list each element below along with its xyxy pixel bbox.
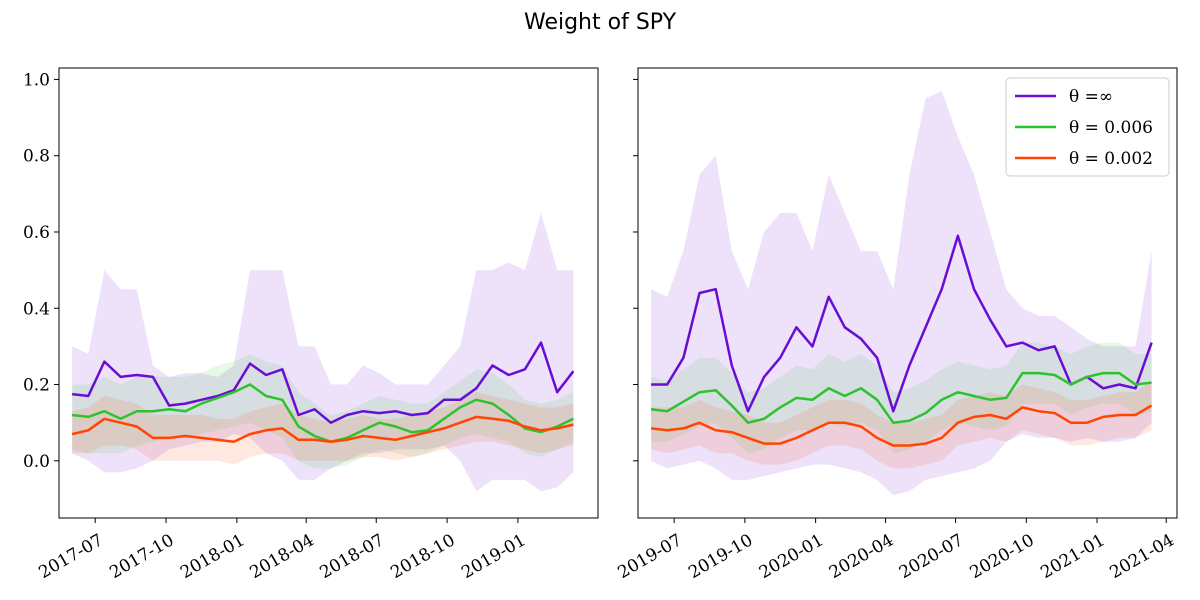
y-tick-label: 1.0 bbox=[23, 70, 50, 90]
x-tick-label: 2020-07 bbox=[896, 530, 967, 583]
band-series-0 bbox=[72, 212, 574, 492]
line-series-1 bbox=[650, 371, 1152, 424]
x-tick-label: 2018-10 bbox=[387, 530, 458, 583]
x-tick-label: 2020-10 bbox=[967, 530, 1038, 583]
legend-label: θ = 0.006 bbox=[1069, 118, 1153, 138]
axes-frame bbox=[58, 67, 599, 519]
x-tick-label: 2017-07 bbox=[36, 530, 107, 583]
x-tick-label: 2018-07 bbox=[317, 530, 388, 583]
axes-frame bbox=[637, 67, 1178, 519]
band-series-1 bbox=[72, 354, 574, 469]
x-tick-label: 2019-07 bbox=[614, 530, 685, 583]
x-tick-label: 2020-04 bbox=[826, 530, 897, 583]
x-tick-label: 2021-01 bbox=[1037, 530, 1108, 583]
y-tick-label: 0.2 bbox=[23, 376, 50, 396]
y-tick-label: 0.8 bbox=[23, 147, 50, 167]
x-tick-label: 2018-04 bbox=[246, 530, 317, 583]
legend-box bbox=[1005, 77, 1170, 177]
band-series-2 bbox=[651, 380, 1152, 469]
line-series-0 bbox=[651, 234, 1153, 413]
figure-title: Weight of SPY bbox=[524, 10, 677, 35]
legend-label: θ =∞ bbox=[1069, 87, 1113, 107]
plot-area bbox=[71, 212, 575, 492]
x-tick-label: 2020-01 bbox=[756, 530, 827, 583]
line-series-2 bbox=[71, 415, 574, 443]
band-series-0 bbox=[651, 90, 1152, 496]
x-tick-label: 2017-10 bbox=[106, 530, 177, 583]
y-tick-label: 0.0 bbox=[23, 452, 50, 472]
line-series-2 bbox=[650, 404, 1153, 447]
y-tick-label: 0.4 bbox=[23, 299, 50, 319]
band-series-1 bbox=[651, 342, 1152, 454]
plot-area bbox=[650, 90, 1153, 496]
legend-label: θ = 0.002 bbox=[1069, 149, 1153, 169]
x-tick-label: 2021-04 bbox=[1107, 530, 1178, 583]
y-tick-label: 0.6 bbox=[23, 223, 50, 243]
band-series-2 bbox=[72, 392, 574, 465]
x-tick-label: 2018-01 bbox=[177, 530, 248, 583]
legend: θ =∞ θ = 0.006 θ = 0.002 bbox=[1005, 77, 1170, 177]
line-series-0 bbox=[71, 341, 575, 424]
x-tick-label: 2019-01 bbox=[458, 530, 529, 583]
x-tick-label: 2019-10 bbox=[685, 530, 756, 583]
line-series-1 bbox=[71, 383, 574, 443]
